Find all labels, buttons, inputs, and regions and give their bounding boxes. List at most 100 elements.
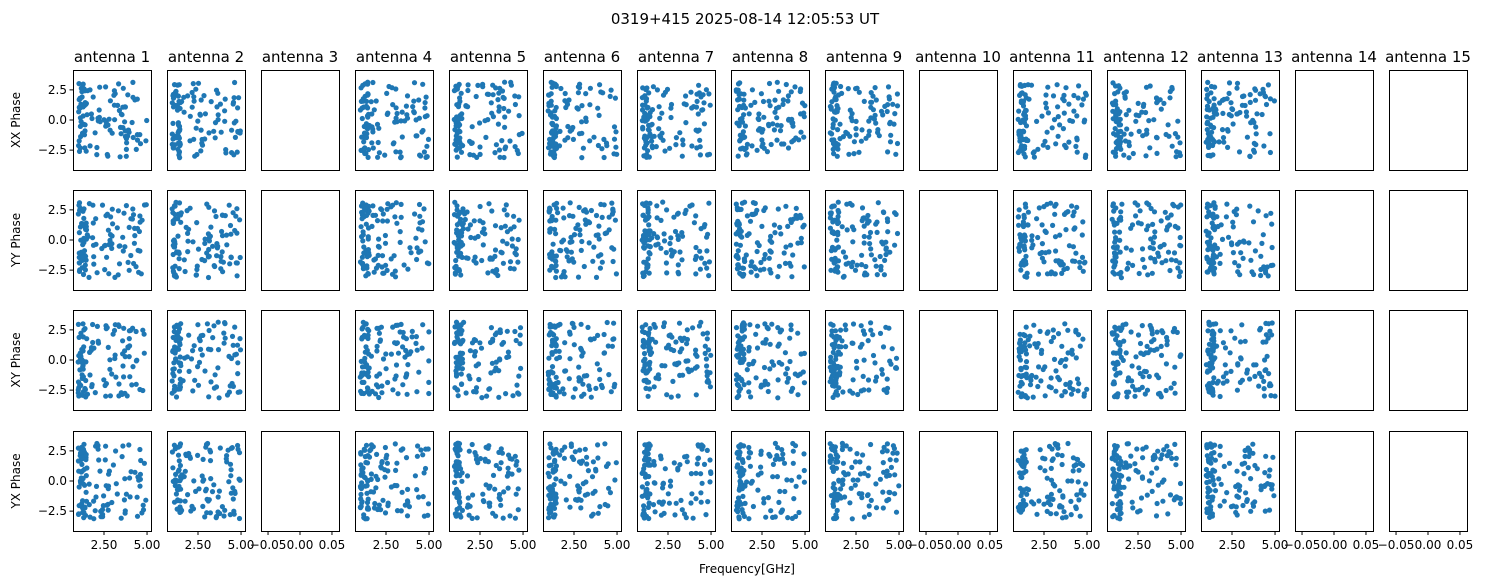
- data-point: [405, 351, 411, 357]
- data-point: [688, 500, 694, 506]
- data-point: [213, 515, 219, 521]
- data-point: [1234, 387, 1240, 393]
- data-point: [768, 233, 774, 239]
- data-point: [1061, 266, 1067, 273]
- data-point: [366, 374, 372, 380]
- data-point: [561, 269, 567, 275]
- data-point: [785, 93, 792, 99]
- data-point: [1024, 375, 1030, 381]
- data-point: [834, 497, 840, 503]
- data-point: [733, 377, 740, 383]
- data-point: [1130, 262, 1136, 268]
- data-point: [1043, 229, 1049, 235]
- data-point: [120, 338, 126, 344]
- data-point: [735, 220, 741, 226]
- data-point: [102, 267, 108, 273]
- data-point: [885, 229, 891, 235]
- data-point: [884, 385, 891, 391]
- data-point: [405, 362, 411, 368]
- data-point: [879, 371, 886, 377]
- data-point: [597, 504, 603, 510]
- x-tick-label: 5.00: [1168, 538, 1195, 552]
- data-point: [513, 246, 519, 252]
- data-point: [501, 105, 507, 112]
- data-point: [492, 486, 498, 492]
- data-point: [604, 319, 610, 326]
- data-point: [860, 452, 866, 458]
- data-point: [741, 334, 748, 340]
- data-point: [399, 489, 405, 495]
- data-point: [422, 105, 428, 111]
- data-point: [1114, 359, 1120, 365]
- data-point: [398, 201, 404, 207]
- data-point: [128, 252, 134, 259]
- data-point: [1117, 237, 1123, 243]
- data-point: [413, 334, 419, 340]
- data-point: [563, 368, 569, 374]
- data-point: [236, 95, 242, 101]
- data-point: [1068, 391, 1075, 397]
- data-point: [227, 261, 233, 267]
- data-point: [579, 353, 585, 359]
- data-point: [1210, 477, 1216, 483]
- data-point: [1127, 463, 1133, 469]
- data-point: [181, 257, 187, 263]
- data-point: [603, 140, 610, 146]
- data-point: [103, 443, 109, 449]
- data-point: [110, 462, 116, 468]
- data-point: [411, 109, 417, 115]
- data-point: [1023, 359, 1030, 365]
- data-point: [586, 240, 592, 246]
- data-point: [551, 384, 557, 391]
- data-point: [140, 387, 146, 394]
- data-point: [735, 383, 742, 389]
- data-point: [1110, 80, 1116, 86]
- data-point: [229, 333, 236, 339]
- data-point: [1207, 514, 1213, 521]
- data-point: [560, 237, 567, 243]
- data-point: [1035, 271, 1042, 277]
- data-point: [894, 140, 901, 147]
- data-point: [361, 123, 367, 130]
- data-point: [608, 87, 614, 93]
- data-point: [876, 133, 882, 139]
- data-point: [477, 151, 483, 157]
- data-point: [379, 253, 386, 259]
- data-point: [1267, 467, 1273, 473]
- data-point: [576, 375, 582, 381]
- data-point: [736, 352, 742, 358]
- data-point: [504, 241, 510, 247]
- data-point: [370, 145, 376, 151]
- data-point: [421, 206, 427, 212]
- data-point: [1077, 343, 1083, 349]
- data-point: [1206, 230, 1212, 236]
- data-point: [595, 510, 601, 516]
- data-point: [641, 507, 647, 513]
- data-point: [868, 441, 874, 448]
- data-point: [753, 375, 759, 381]
- data-point: [90, 94, 96, 100]
- data-point: [697, 152, 704, 158]
- data-point: [606, 372, 612, 378]
- data-point: [1128, 329, 1134, 335]
- data-point: [232, 79, 238, 86]
- data-point: [801, 134, 807, 140]
- data-point: [866, 128, 872, 134]
- data-point: [692, 365, 699, 371]
- data-point: [365, 335, 371, 342]
- data-point: [233, 118, 239, 124]
- data-point: [697, 137, 703, 143]
- data-point: [422, 239, 428, 245]
- data-point: [185, 230, 191, 236]
- data-point: [360, 238, 366, 244]
- data-point: [453, 123, 459, 129]
- data-point: [1269, 486, 1275, 492]
- data-point: [380, 211, 386, 217]
- data-point: [641, 365, 647, 371]
- data-point: [1152, 229, 1158, 235]
- data-point: [684, 453, 690, 459]
- data-point: [694, 91, 700, 97]
- data-point: [609, 245, 615, 251]
- data-point: [1123, 245, 1129, 251]
- data-point: [76, 230, 82, 236]
